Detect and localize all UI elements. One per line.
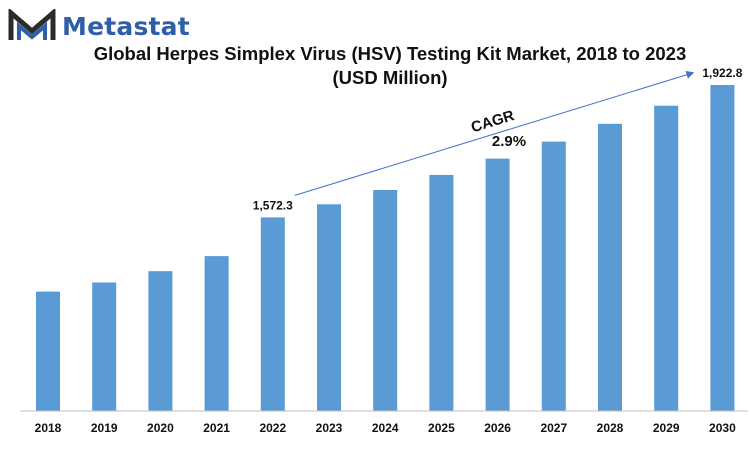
data-label-2030: 1,922.8 xyxy=(702,66,742,80)
brand-name: Metastat xyxy=(62,11,190,41)
bar-2027 xyxy=(541,141,566,411)
x-tick-label-2028: 2028 xyxy=(597,421,624,435)
x-tick-label-2019: 2019 xyxy=(91,421,118,435)
x-tick-label-2023: 2023 xyxy=(316,421,343,435)
cagr-value: 2.9% xyxy=(492,133,526,150)
bar-2019 xyxy=(92,282,117,411)
bar-2028 xyxy=(598,123,622,412)
x-tick-label-2020: 2020 xyxy=(147,421,174,435)
x-tick-label-2025: 2025 xyxy=(428,421,455,435)
bar-2030 xyxy=(710,85,735,411)
bar-2025 xyxy=(429,174,454,411)
x-tick-label-2026: 2026 xyxy=(484,421,511,435)
x-tick-label-2024: 2024 xyxy=(372,421,399,435)
x-tick-label-2022: 2022 xyxy=(259,421,286,435)
bar-2021 xyxy=(204,256,229,411)
data-label-2022: 1,572.3 xyxy=(253,198,293,212)
bar-2020 xyxy=(148,271,173,411)
x-tick-label-2030: 2030 xyxy=(709,421,736,435)
metastat-logo-icon xyxy=(8,9,56,40)
x-tick-label-2021: 2021 xyxy=(203,421,230,435)
x-tick-label-2018: 2018 xyxy=(35,421,62,435)
bar-2023 xyxy=(317,204,341,411)
bar-2024 xyxy=(373,190,398,411)
bar-2026 xyxy=(485,158,510,411)
bar-2029 xyxy=(654,105,679,411)
cagr-arrow xyxy=(294,70,695,196)
x-tick-label-2027: 2027 xyxy=(540,421,567,435)
logo: Metastat xyxy=(8,8,190,44)
chart-title-line1: Global Herpes Simplex Virus (HSV) Testin… xyxy=(93,43,687,64)
x-tick-label-2029: 2029 xyxy=(653,421,680,435)
bar-2022 xyxy=(260,217,285,411)
bar-2018 xyxy=(36,291,60,411)
chart-title: Global Herpes Simplex Virus (HSV) Testin… xyxy=(80,42,700,90)
chart-title-line2: (USD Million) xyxy=(332,67,448,88)
cagr-label: CAGR xyxy=(469,107,516,136)
